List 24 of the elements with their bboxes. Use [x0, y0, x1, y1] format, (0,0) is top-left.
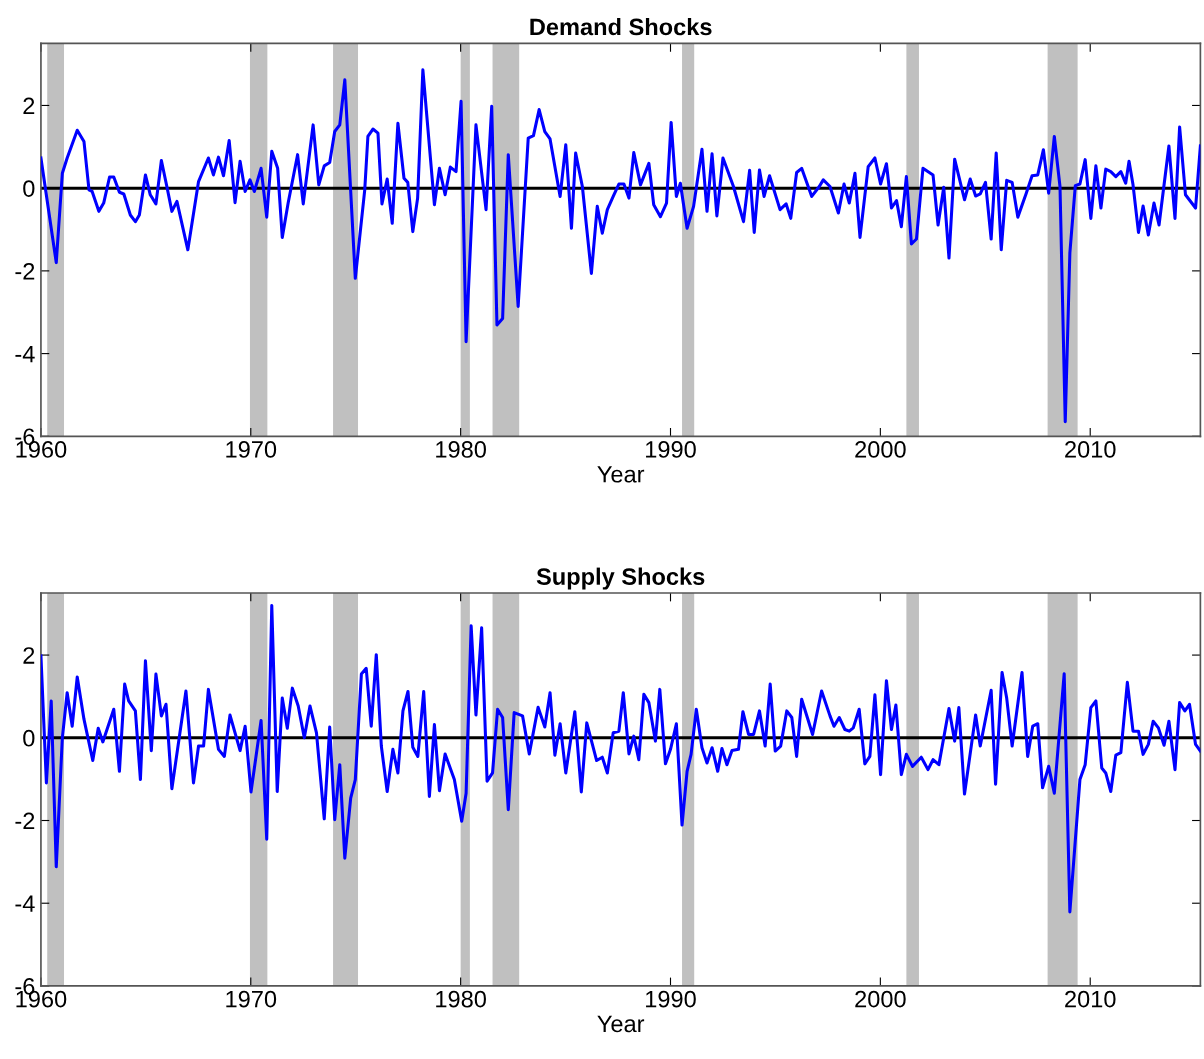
- line-series: [40, 603, 1201, 914]
- x-tick-label: 1970: [226, 990, 277, 1008]
- x-tick-label: 1970: [226, 441, 277, 458]
- chart-title: Demand Shocks: [530, 17, 712, 36]
- x-tick-label: 1980: [436, 990, 486, 1008]
- y-tick-label: -4: [15, 345, 35, 363]
- y-tick-label: 2: [23, 97, 35, 115]
- y-tick-label: 0: [23, 180, 35, 197]
- x-tick-label: 2000: [855, 441, 906, 458]
- y-tick-label: -4: [15, 895, 35, 912]
- chart-title: Supply Shocks: [536, 567, 705, 590]
- x-tick-label: 2010: [1065, 990, 1116, 1008]
- x-tick-label: 2010: [1065, 441, 1116, 458]
- line-series: [40, 68, 1201, 424]
- x-axis-title: Year: [597, 1015, 645, 1033]
- y-tick-label: -2: [15, 812, 35, 830]
- x-tick-label: 2000: [855, 990, 906, 1008]
- y-tick-label: 2: [23, 647, 35, 664]
- x-tick-label: 1990: [646, 441, 696, 458]
- x-tick-label: 1990: [646, 990, 696, 1008]
- y-tick-label: 0: [23, 729, 35, 747]
- x-axis-title: Year: [597, 466, 645, 483]
- x-tick-label: 1980: [436, 441, 486, 458]
- y-tick-label: -2: [15, 262, 35, 280]
